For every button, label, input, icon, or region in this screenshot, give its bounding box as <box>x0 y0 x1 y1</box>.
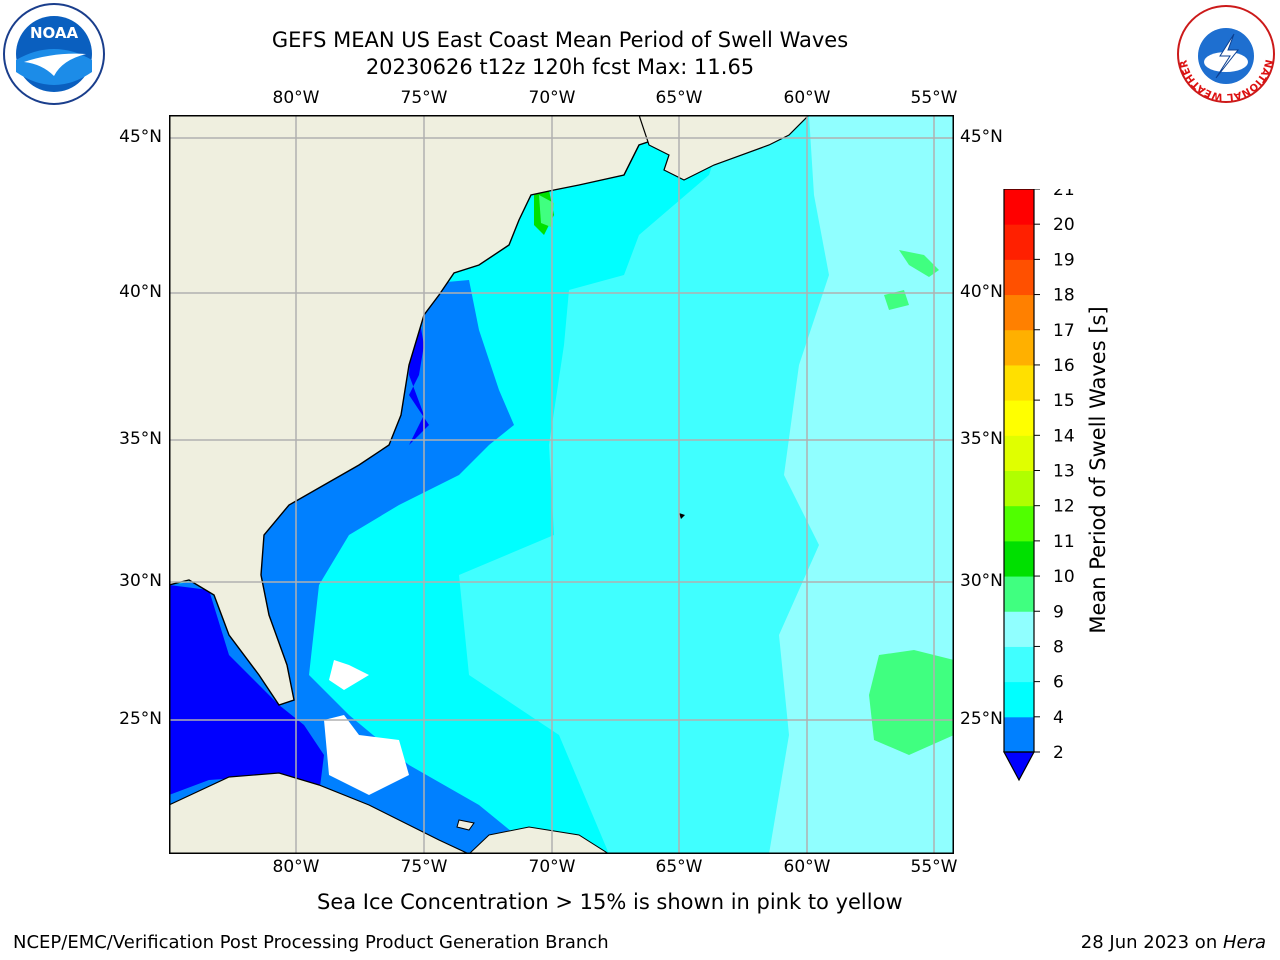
colorbar-segment <box>1004 259 1034 296</box>
lon-label-top-55w: 55°W <box>910 88 958 108</box>
colorbar-tick-label: 13 <box>1053 462 1075 482</box>
colorbar-extend-arrow <box>1002 751 1036 782</box>
sea-ice-note: Sea Ice Concentration > 15% is shown in … <box>317 890 903 914</box>
land-cuba <box>169 772 470 854</box>
colorbar-tick-label: 19 <box>1053 250 1075 270</box>
colorbar-label: Mean Period of Swell Waves [s] <box>1086 306 1110 634</box>
footer-host: Hera <box>1222 932 1266 953</box>
ocean-band-lt2-gulf <box>169 585 324 795</box>
land-nova-scotia <box>638 115 810 181</box>
lon-label-bottom-60w: 60°W <box>783 857 831 877</box>
page-subtitle: 20230626 t12z 120h fcst Max: 11.65 <box>365 55 755 79</box>
colorbar-segment <box>1004 716 1034 753</box>
colorbar-segment <box>1004 224 1034 260</box>
lon-label-top-65w: 65°W <box>655 88 703 108</box>
colorbar-tick-label: 8 <box>1053 637 1064 657</box>
land-north-america <box>169 115 671 706</box>
lat-label-right-25n: 25°N <box>960 709 1003 729</box>
no-data-bahamas <box>324 715 409 795</box>
colorbar-tick-label: 10 <box>1053 567 1075 587</box>
colorbar-tick-label: 4 <box>1053 708 1064 728</box>
ocean-band-9-10-east <box>869 650 954 755</box>
land-hispaniola <box>468 826 610 854</box>
lon-label-bottom-75w: 75°W <box>400 857 448 877</box>
colorbar-tick-label: 17 <box>1053 321 1075 341</box>
lon-label-top-70w: 70°W <box>528 88 576 108</box>
map-svg <box>169 115 954 854</box>
colorbar-tick-label: 12 <box>1053 497 1075 517</box>
colorbar-tick-label: 16 <box>1053 356 1075 376</box>
lon-label-bottom-65w: 65°W <box>655 857 703 877</box>
colorbar-tick-label: 20 <box>1053 215 1075 235</box>
colorbar-tick-label: 11 <box>1053 532 1075 552</box>
map-frame <box>169 115 954 854</box>
lon-label-top-80w: 80°W <box>272 88 320 108</box>
lon-label-bottom-80w: 80°W <box>272 857 320 877</box>
colorbar-segment <box>1004 576 1034 612</box>
colorbar-segment <box>1004 329 1034 366</box>
colorbar-segment <box>1004 294 1034 331</box>
ocean-band-9-10-patch <box>899 250 939 277</box>
lat-label-right-40n: 40°N <box>960 282 1003 302</box>
colorbar-tick-label: 2 <box>1053 743 1064 763</box>
footer-date-text: 28 Jun 2023 on <box>1080 932 1223 953</box>
colorbar-segment <box>1004 364 1034 401</box>
nws-logo: NATIONAL WEATHER SERVICE <box>1172 0 1276 104</box>
graticule <box>169 115 954 854</box>
lat-label-left-25n: 25°N <box>119 709 162 729</box>
colorbar-segment <box>1004 435 1034 471</box>
lon-label-top-75w: 75°W <box>400 88 448 108</box>
colorbar-segment <box>1004 646 1034 683</box>
footer-credit: NCEP/EMC/Verification Post Processing Pr… <box>13 932 609 953</box>
no-data-bahamas-2 <box>329 660 369 690</box>
colorbar-tick-label: 18 <box>1053 286 1075 306</box>
footer-date: 28 Jun 2023 on Hera <box>1081 932 1266 953</box>
lat-label-left-40n: 40°N <box>119 282 162 302</box>
lat-label-left-45n: 45°N <box>119 127 162 147</box>
colorbar-segment <box>1004 611 1034 647</box>
colorbar-segment <box>1004 400 1034 436</box>
lat-label-right-35n: 35°N <box>960 429 1003 449</box>
colorbar-tick-label: 9 <box>1053 602 1064 622</box>
ocean-band-9-10-capecod <box>539 195 554 227</box>
colorbar-tick-label: 15 <box>1053 391 1075 411</box>
colorbar-tick-label: 6 <box>1053 673 1064 693</box>
page-title: GEFS MEAN US East Coast Mean Period of S… <box>271 28 849 52</box>
colorbar-segment <box>1004 681 1034 718</box>
noaa-logo: NOAA <box>2 2 106 106</box>
colorbar-segment <box>1004 189 1034 225</box>
colorbar-svg: 2 4 6 8 9 10 11 12 13 14 15 16 17 18 19 20 21 <box>1002 180 1075 782</box>
colorbar-tick-label: 14 <box>1053 426 1075 446</box>
lat-label-right-45n: 45°N <box>960 127 1003 147</box>
map-panel <box>169 115 954 854</box>
lat-label-left-35n: 35°N <box>119 429 162 449</box>
colorbar-segment <box>1004 470 1034 507</box>
colorbar-segment <box>1004 505 1034 542</box>
lat-label-right-30n: 30°N <box>960 571 1003 591</box>
colorbar-tick-label: 21 <box>1053 189 1075 200</box>
ocean-band-9-10-patch-2 <box>884 290 909 310</box>
island-caicos <box>456 819 475 831</box>
lat-label-left-30n: 30°N <box>119 571 162 591</box>
lon-label-bottom-55w: 55°W <box>910 857 958 877</box>
lon-label-top-60w: 60°W <box>783 88 831 108</box>
noaa-logo-text: NOAA <box>30 24 79 42</box>
island-bermuda <box>679 513 685 519</box>
colorbar: 2 4 6 8 9 10 11 12 13 14 15 16 17 18 19 20 21 <box>1002 180 1093 793</box>
colorbar-segment <box>1004 540 1034 577</box>
lon-label-bottom-70w: 70°W <box>528 857 576 877</box>
